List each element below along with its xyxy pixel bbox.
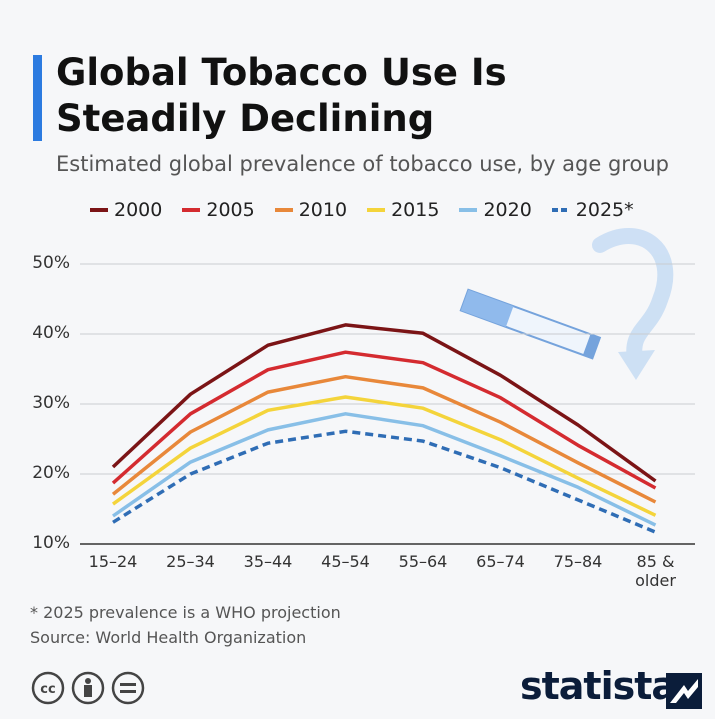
- brand: statista: [520, 664, 677, 708]
- y-tick-label: 50%: [32, 253, 70, 273]
- y-tick-label: 10%: [32, 533, 70, 553]
- legend-item: 2005: [182, 199, 255, 221]
- legend-item: 2025*: [551, 199, 634, 221]
- source: Source: World Health Organization: [30, 628, 307, 647]
- legend-label: 2020: [483, 199, 532, 221]
- legend-item: 2020: [459, 199, 532, 221]
- y-tick-label: 40%: [32, 323, 70, 343]
- x-tick-label: 55–64: [398, 552, 448, 571]
- svg-text:cc: cc: [40, 682, 55, 697]
- legend-marker: [182, 208, 201, 212]
- legend-label: 2015: [391, 199, 440, 221]
- series-line: [111, 374, 657, 504]
- legend-marker: [367, 208, 386, 212]
- accent-bar: [33, 55, 42, 141]
- y-tick-label: 20%: [32, 463, 70, 483]
- x-tick-label: 25–34: [166, 552, 215, 571]
- legend-marker: [90, 208, 108, 212]
- legend-marker: [274, 208, 293, 212]
- cigarette-illustration: [459, 228, 674, 380]
- title: Global Tobacco Use Is Steadily Declining: [56, 51, 507, 140]
- brand-icon: [666, 673, 702, 709]
- legend-label: 2000: [114, 199, 163, 221]
- series-line: [111, 395, 657, 517]
- x-tick-label: 85 & older: [635, 552, 676, 590]
- y-tick-label: 30%: [32, 393, 70, 413]
- legend-item: 2015: [367, 199, 439, 221]
- legend-label: 2025*: [575, 199, 634, 221]
- legend-label: 2005: [206, 199, 255, 221]
- legend-label: 2010: [298, 199, 348, 221]
- series-line: [111, 323, 657, 483]
- legend-item: 2000: [90, 199, 162, 221]
- legend-marker: [551, 208, 570, 212]
- series-line: [112, 412, 657, 527]
- x-tick-label: 45–54: [321, 552, 370, 571]
- series-line: [112, 429, 657, 534]
- subtitle: Estimated global prevalence of tobacco u…: [56, 152, 669, 176]
- x-tick-label: 15–24: [88, 552, 138, 571]
- legend-item: 2010: [274, 199, 348, 221]
- license-icons: cc: [31, 671, 145, 705]
- x-tick-label: 35–44: [243, 552, 293, 571]
- x-tick-label: 75–84: [553, 552, 603, 571]
- legend-marker: [459, 208, 478, 212]
- x-tick-label: 65–74: [476, 552, 525, 571]
- footnote: * 2025 prevalence is a WHO projection: [30, 603, 341, 622]
- series-line: [111, 350, 657, 490]
- legend: 2000 2005 2010 2015 2020 2025*: [90, 199, 634, 221]
